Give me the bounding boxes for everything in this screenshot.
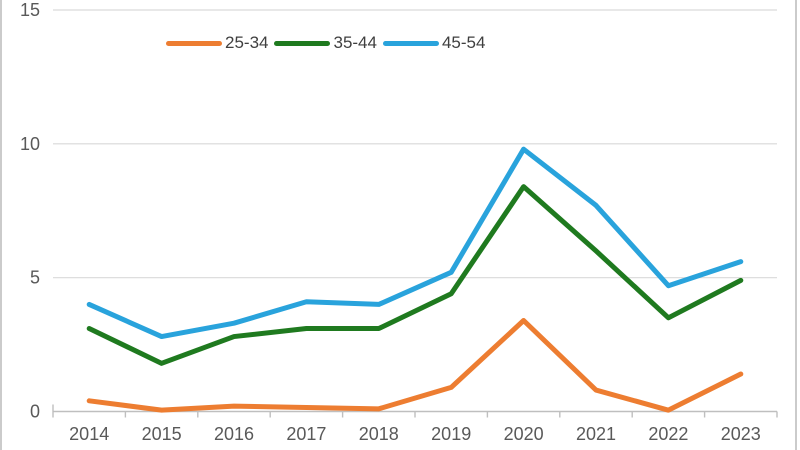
x-axis-label-2018: 2018 <box>359 424 399 444</box>
series-line-35-44 <box>86 184 744 366</box>
x-axis-label-2020: 2020 <box>504 424 544 444</box>
x-axis-label-2021: 2021 <box>576 424 616 444</box>
legend-item-25-34: 25-34 <box>166 34 268 52</box>
legend-label: 25-34 <box>225 33 269 52</box>
y-axis-label-15: 15 <box>20 0 40 20</box>
y-axis-label-10: 10 <box>20 134 40 154</box>
series-line-25-34 <box>86 317 744 413</box>
legend-line-swatch-icon <box>274 40 331 46</box>
legend-label: 35-44 <box>333 33 377 52</box>
y-axis-label-5: 5 <box>30 268 40 288</box>
series-line-45-54 <box>86 146 744 340</box>
x-axis-label-2014: 2014 <box>69 424 109 444</box>
legend-label: 45-54 <box>441 33 486 52</box>
x-axis-label-2017: 2017 <box>286 424 326 444</box>
legend-line-swatch-icon <box>166 40 222 46</box>
legend-item-45-54: 45-54 <box>382 33 486 52</box>
legend-item-35-44: 35-44 <box>274 33 377 52</box>
chart-legend: 25-34 35-44 45-54 <box>166 34 485 52</box>
x-axis-label-2019: 2019 <box>431 424 471 444</box>
screen-edge-right-border <box>795 0 797 450</box>
screen-edge-left-border <box>0 0 2 450</box>
y-axis-label-0: 0 <box>30 402 40 422</box>
legend-line-swatch-icon <box>382 40 439 46</box>
x-axis-label-2022: 2022 <box>648 424 688 444</box>
x-axis-label-2016: 2016 <box>214 424 254 444</box>
x-axis-label-2015: 2015 <box>142 424 182 444</box>
x-axis-label-2023: 2023 <box>721 424 761 444</box>
